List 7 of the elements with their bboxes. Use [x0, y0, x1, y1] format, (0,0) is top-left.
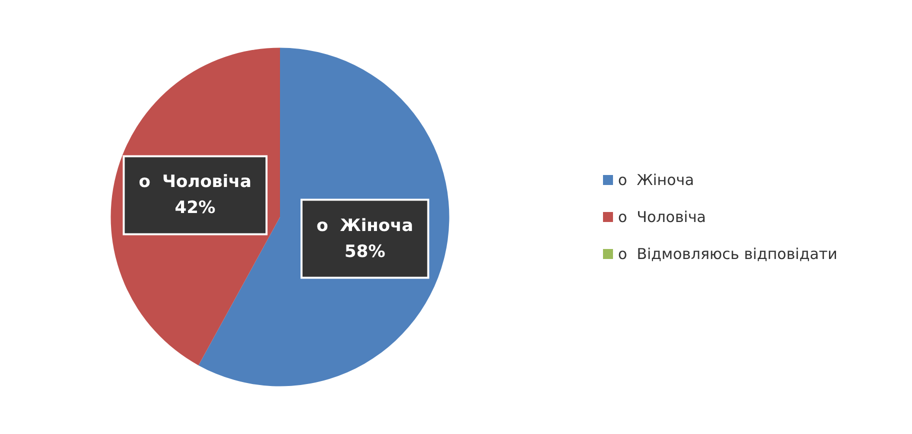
slice-label: o Чоловіча [138, 172, 252, 192]
legend-label: o Жіноча [618, 171, 694, 189]
legend-label: o Чоловіча [618, 208, 706, 226]
slice-label: o Жіноча [316, 216, 414, 236]
data-label: 58% [344, 242, 386, 262]
legend-label: o Відмовляюсь відповідати [618, 245, 838, 263]
data-label: 42% [174, 198, 216, 218]
